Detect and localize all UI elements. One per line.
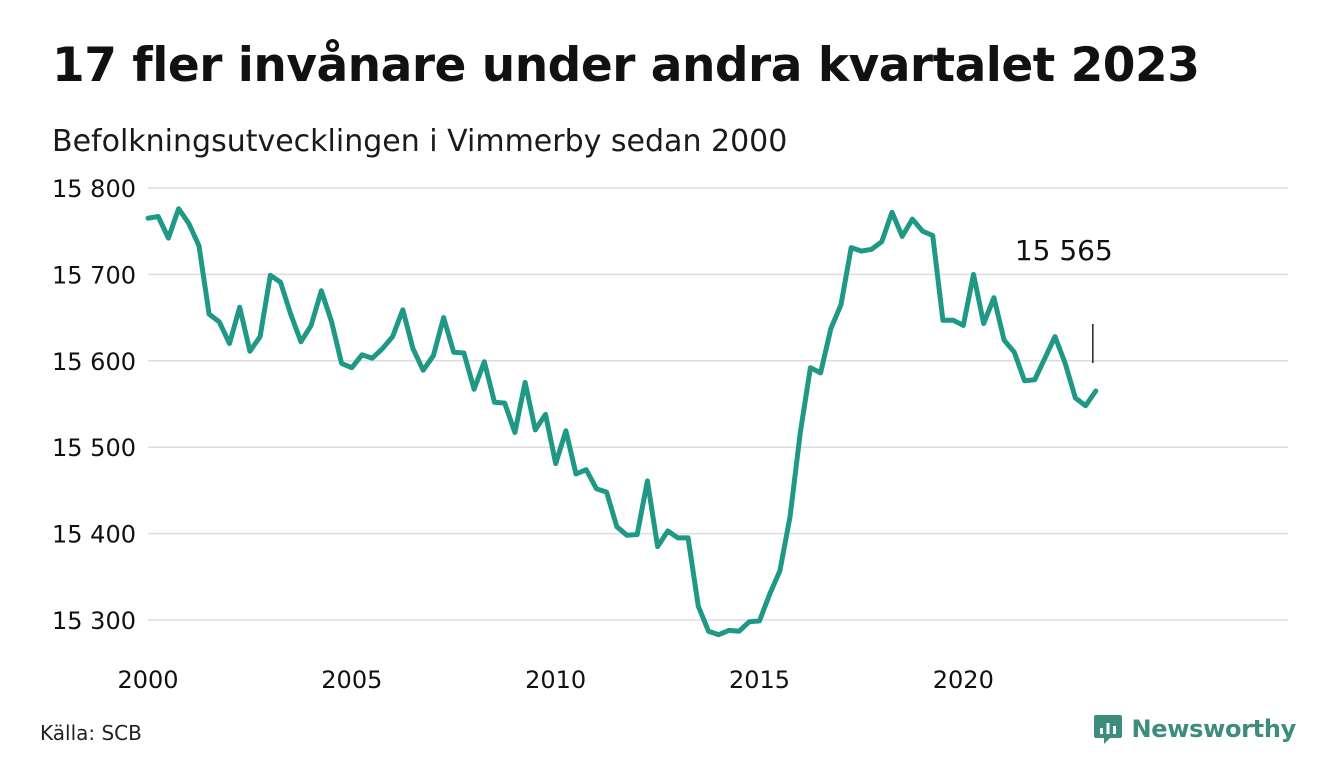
x-axis-tick-labels: 2000 2005 2010 2015 2020 [117, 666, 993, 694]
chart-title: 17 fler invånare under andra kvartalet 2… [52, 38, 1200, 93]
y-tick-label: 15 300 [52, 607, 136, 635]
y-tick-label: 15 800 [52, 175, 136, 203]
line-chart: 15 300 15 400 15 500 15 600 15 700 15 800 200… [52, 175, 1288, 694]
x-tick-label: 2000 [117, 666, 178, 694]
series-layer [145, 206, 1099, 638]
y-tick-label: 15 600 [52, 348, 136, 376]
x-tick-label: 2015 [729, 666, 790, 694]
y-tick-label: 15 400 [52, 521, 136, 549]
brand-logo: Newsworthy [1093, 713, 1296, 745]
brand-name: Newsworthy [1131, 715, 1296, 743]
y-tick-label: 15 500 [52, 434, 136, 462]
annotation-label: 15 565 [1015, 234, 1113, 267]
x-tick-label: 2010 [525, 666, 586, 694]
x-tick-label: 2005 [321, 666, 382, 694]
annotation: 15 565 [1015, 234, 1113, 363]
chart-subtitle: Befolkningsutvecklingen i Vimmerby sedan… [52, 124, 788, 159]
series-line [145, 206, 1099, 638]
y-tick-label: 15 700 [52, 261, 136, 289]
newsworthy-logo-icon [1094, 715, 1123, 744]
x-tick-label: 2020 [933, 666, 994, 694]
y-axis-tick-labels: 15 300 15 400 15 500 15 600 15 700 15 800 [52, 175, 136, 635]
gridlines [148, 187, 1288, 621]
source-credit: Källa: SCB [40, 721, 142, 745]
